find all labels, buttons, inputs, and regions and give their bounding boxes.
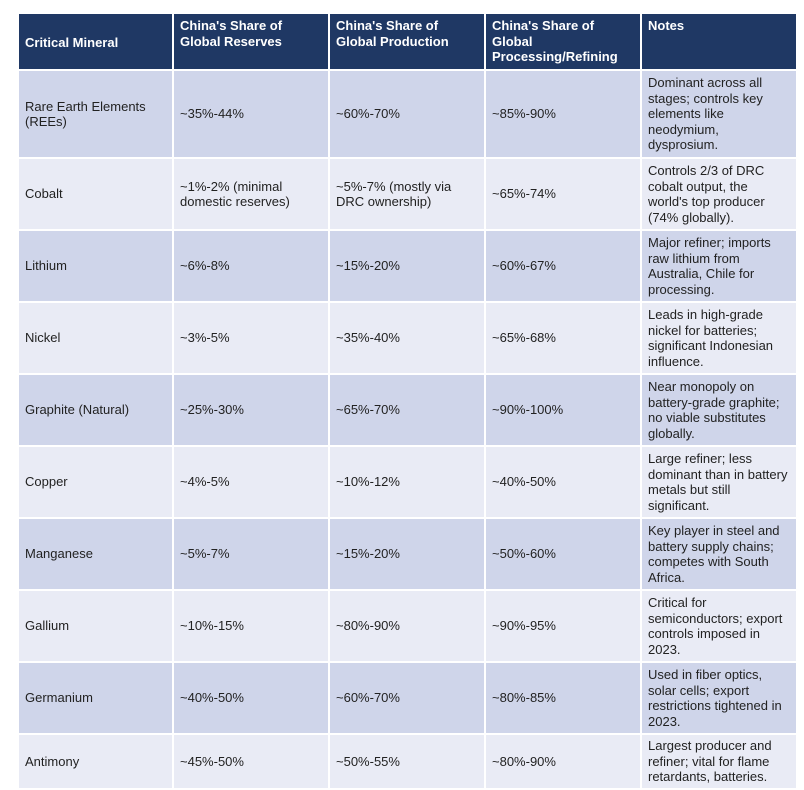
table-cell: ~10%-15% <box>172 589 330 663</box>
table-cell: ~15%-20% <box>328 517 486 591</box>
table-cell: ~6%-8% <box>172 229 330 303</box>
table-row: Lithium ~6%-8% ~15%-20% ~60%-67% Major refin… <box>17 229 798 303</box>
table-cell: Dominant across all stages; controls key… <box>640 69 798 159</box>
table-row: Cobalt ~1%-2% (minimal domestic reserves)… <box>17 157 798 231</box>
table-row: Rare Earth Elements (REEs) ~35%-44% ~60%-7… <box>17 69 798 159</box>
table-cell: ~90%-95% <box>484 589 642 663</box>
mineral-table: Critical Mineral China's Share of Global … <box>17 12 798 790</box>
table-cell: ~40%-50% <box>172 661 330 735</box>
table-cell: ~40%-50% <box>484 445 642 519</box>
table-cell: ~1%-2% (minimal domestic reserves) <box>172 157 330 231</box>
table-row: Nickel ~3%-5% ~35%-40% ~65%-68% Leads in hig… <box>17 301 798 375</box>
table-cell: ~80%-90% <box>484 733 642 790</box>
header-cell: Critical Mineral <box>17 12 174 71</box>
table-cell: Cobalt <box>17 157 174 231</box>
table-cell: ~65%-74% <box>484 157 642 231</box>
header-cell: Notes <box>640 12 798 71</box>
table-cell: ~85%-90% <box>484 69 642 159</box>
table-row: Germanium ~40%-50% ~60%-70% ~80%-85% Used in… <box>17 661 798 735</box>
table-cell: ~5%-7% (mostly via DRC ownership) <box>328 157 486 231</box>
table-cell: ~80%-90% <box>328 589 486 663</box>
table-cell: ~65%-70% <box>328 373 486 447</box>
table-cell: ~65%-68% <box>484 301 642 375</box>
table-cell: ~25%-30% <box>172 373 330 447</box>
table-cell: Graphite (Natural) <box>17 373 174 447</box>
header-row: Critical Mineral China's Share of Global … <box>17 12 798 71</box>
table-cell: Manganese <box>17 517 174 591</box>
table-cell: ~35%-40% <box>328 301 486 375</box>
header-cell: China's Share of Global Processing/Refin… <box>484 12 642 71</box>
table-cell: Leads in high-grade nickel for batteries… <box>640 301 798 375</box>
header-cell: China's Share of Global Production <box>328 12 486 71</box>
table-row: Copper ~4%-5% ~10%-12% ~40%-50% Large refine… <box>17 445 798 519</box>
table-cell: Copper <box>17 445 174 519</box>
table-cell: ~80%-85% <box>484 661 642 735</box>
table-cell: ~15%-20% <box>328 229 486 303</box>
table-header: Critical Mineral China's Share of Global … <box>17 12 798 71</box>
table-cell: ~60%-70% <box>328 661 486 735</box>
table-cell: ~50%-55% <box>328 733 486 790</box>
table-cell: Lithium <box>17 229 174 303</box>
table-cell: ~45%-50% <box>172 733 330 790</box>
table-cell: Gallium <box>17 589 174 663</box>
table-body: Rare Earth Elements (REEs) ~35%-44% ~60%-7… <box>17 69 798 790</box>
table-cell: ~3%-5% <box>172 301 330 375</box>
table-cell: ~10%-12% <box>328 445 486 519</box>
table-cell: ~60%-67% <box>484 229 642 303</box>
table-row: Manganese ~5%-7% ~15%-20% ~50%-60% Key playe… <box>17 517 798 591</box>
table-cell: ~4%-5% <box>172 445 330 519</box>
table-cell: Key player in steel and battery supply c… <box>640 517 798 591</box>
table-cell: ~5%-7% <box>172 517 330 591</box>
table-cell: Largest producer and refiner; vital for … <box>640 733 798 790</box>
table-cell: Near monopoly on battery-grade graphite;… <box>640 373 798 447</box>
table-cell: Germanium <box>17 661 174 735</box>
table-cell: Large refiner; less dominant than in bat… <box>640 445 798 519</box>
table-cell: Critical for semiconductors; export cont… <box>640 589 798 663</box>
table-cell: Rare Earth Elements (REEs) <box>17 69 174 159</box>
table-cell: Antimony <box>17 733 174 790</box>
table-cell: Controls 2/3 of DRC cobalt output, the w… <box>640 157 798 231</box>
table-cell: ~35%-44% <box>172 69 330 159</box>
header-cell: China's Share of Global Reserves <box>172 12 330 71</box>
table-row: Graphite (Natural) ~25%-30% ~65%-70% ~90%-1… <box>17 373 798 447</box>
table-cell: ~50%-60% <box>484 517 642 591</box>
table-cell: ~90%-100% <box>484 373 642 447</box>
table-row: Antimony ~45%-50% ~50%-55% ~80%-90% Largest … <box>17 733 798 790</box>
table-cell: Nickel <box>17 301 174 375</box>
table-cell: ~60%-70% <box>328 69 486 159</box>
table-cell: Major refiner; imports raw lithium from … <box>640 229 798 303</box>
table-row: Gallium ~10%-15% ~80%-90% ~90%-95% Critical … <box>17 589 798 663</box>
table-cell: Used in fiber optics, solar cells; expor… <box>640 661 798 735</box>
